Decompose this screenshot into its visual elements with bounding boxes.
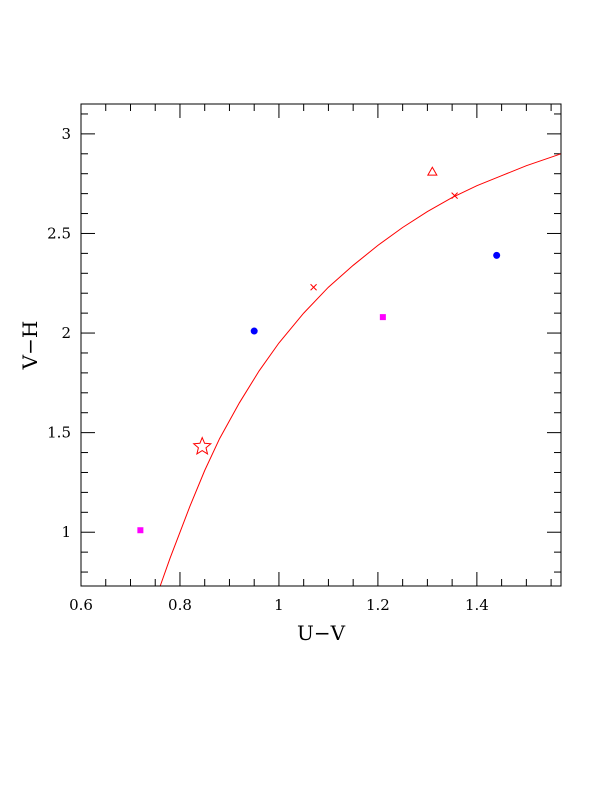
square-marker: [137, 527, 144, 534]
plot-frame: [80, 103, 562, 587]
x-tick-label: 0.6: [69, 596, 93, 614]
cross-marker: [451, 192, 458, 199]
y-tick-label: 1: [61, 523, 71, 541]
tick-labels: 0.6 0.8 1 1.2 1.4 1 1.5 2 2.5 3: [47, 125, 489, 614]
x-tick-label: 1.4: [465, 596, 489, 614]
x-tick-label: 1: [274, 596, 284, 614]
y-tick-label: 2.5: [47, 224, 71, 242]
cross-stroke: [310, 283, 317, 291]
model-curve: [159, 153, 562, 587]
circle-marker: [493, 251, 501, 259]
x-axis-label: U−V: [297, 621, 346, 645]
y-tick-label: 2: [61, 324, 71, 342]
y-tick-label: 3: [61, 125, 71, 143]
square-marker: [379, 314, 386, 321]
axis-ticks: [80, 104, 561, 586]
x-tick-label: 1.2: [366, 596, 390, 614]
model-curve-group: [159, 153, 562, 587]
y-tick-label: 1.5: [47, 424, 71, 442]
circle-marker: [250, 327, 258, 335]
star-marker: [192, 436, 213, 455]
data-points: [137, 166, 501, 534]
triangle-marker: [426, 166, 438, 176]
y-axis-label: V−H: [18, 321, 42, 371]
cross-stroke: [451, 192, 458, 199]
cross-marker: [310, 283, 317, 291]
x-tick-label: 0.8: [168, 596, 192, 614]
